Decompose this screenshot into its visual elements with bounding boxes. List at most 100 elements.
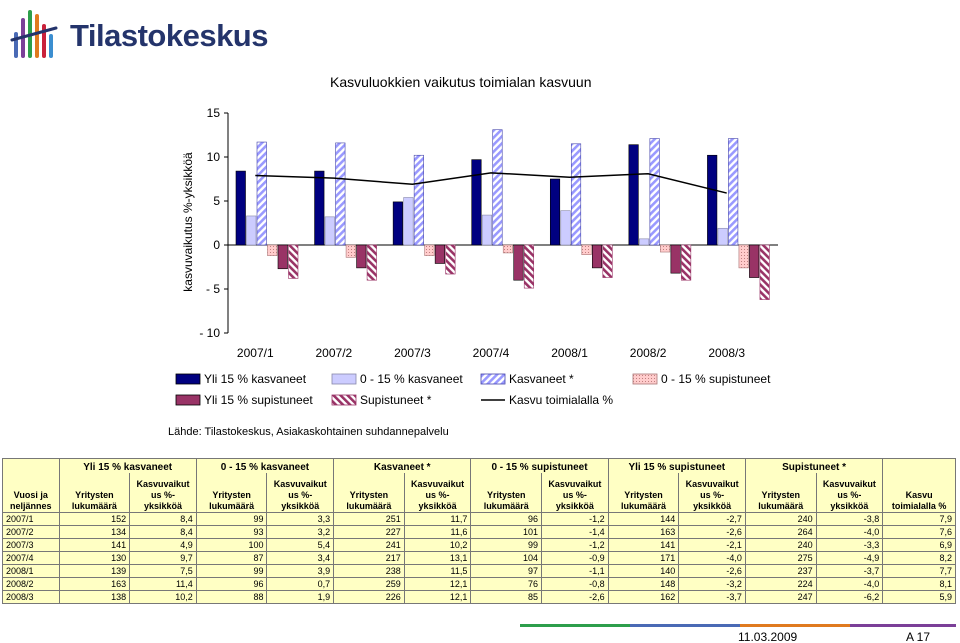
y-tick-label: - 5	[206, 282, 220, 296]
table-cell: -4,0	[815, 525, 884, 539]
legend-swatch	[175, 373, 201, 385]
footer-page-number: A 17	[906, 630, 931, 643]
bar-supistuneet	[288, 244, 299, 279]
bar-k0-15-kasvaneet	[403, 197, 414, 246]
bar-kasvaneet	[570, 143, 582, 246]
table-cell: -3,2	[678, 577, 746, 591]
table-cell: 251	[333, 512, 405, 526]
chart-line	[255, 172, 727, 194]
x-tick-label: 2008/3	[708, 346, 745, 360]
table-cell: 76	[470, 577, 543, 591]
bar-kasvaneet	[492, 129, 503, 246]
bar-supistuneet	[602, 244, 613, 278]
legend-label: 0 - 15 % kasvaneet	[360, 372, 463, 386]
table-cell: 5,9	[882, 590, 956, 604]
bar-supistuneet	[366, 244, 377, 281]
x-tick-label: 2007/1	[237, 346, 274, 360]
bar-yli15-kasvaneet	[707, 154, 718, 246]
table-cell: 8,1	[882, 577, 956, 591]
bar-k0-15-supistuneet	[738, 244, 749, 269]
y-tick-label: - 10	[199, 326, 220, 340]
legend-swatch	[175, 394, 201, 406]
table-cell: 134	[58, 525, 131, 539]
bar-yli15-supistuneet	[356, 244, 367, 269]
bar-yli15-supistuneet	[591, 244, 603, 269]
col-header-count: Yritysten lukumäärä	[470, 472, 543, 513]
col-header-effect: Kasvuvaikut us %-yksikköä	[815, 472, 884, 513]
footer-bar-green	[520, 624, 630, 627]
table-cell: 130	[58, 551, 131, 565]
table-cell: -1,2	[541, 512, 609, 526]
footer-bar-blue	[630, 624, 740, 627]
bar-yli15-kasvaneet	[471, 159, 482, 246]
table-cell: 139	[58, 564, 131, 578]
table-cell: -1,2	[541, 538, 609, 552]
group-header: Kasvaneet *	[333, 458, 472, 473]
table-cell: -4,0	[815, 577, 884, 591]
table-corner	[2, 458, 60, 473]
row-period: 2008/1	[2, 564, 60, 578]
data-table: Yli 15 % kasvaneet 0 - 15 % kasvaneet Ka…	[2, 458, 956, 604]
col-header-count: Yritysten lukumäärä	[744, 472, 817, 513]
row-period: 2007/1	[2, 512, 60, 526]
table-cell: 93	[195, 525, 268, 539]
footer-bar-purple	[850, 624, 956, 627]
bar-k0-15-kasvaneet	[481, 214, 493, 246]
row-period: 2007/4	[2, 551, 60, 565]
legend-label: Yli 15 % kasvaneet	[204, 372, 307, 386]
table-cell: 163	[58, 577, 131, 591]
table-cell: 100	[195, 538, 268, 552]
legend-swatch	[331, 394, 357, 406]
bar-yli15-supistuneet	[749, 244, 760, 278]
row-period: 2007/2	[2, 525, 60, 539]
table-cell: 141	[607, 538, 680, 552]
col-header-count: Yritysten lukumäärä	[195, 472, 268, 513]
table-cell: 99	[195, 564, 268, 578]
table-cell: 10,2	[403, 538, 472, 552]
x-tick-label: 2008/2	[630, 346, 667, 360]
bar-yli15-kasvaneet	[392, 201, 403, 246]
table-cell: 5,4	[266, 538, 335, 552]
table-row: 2008/1 139 7,5 99 3,9 238 11,5 97 -1,1 140 -2,6 237…	[2, 564, 956, 578]
bar-k0-15-supistuneet	[345, 244, 356, 258]
table-cell: 1,9	[266, 590, 335, 604]
col-header-effect: Kasvuvaikut us %-yksikköä	[541, 472, 609, 513]
table-row: 2007/2 134 8,4 93 3,2 227 11,6 101 -1,4 163 -2,6 26…	[2, 525, 956, 539]
table-cell: -4,0	[678, 551, 746, 565]
bar-k0-15-kasvaneet	[246, 215, 257, 246]
table-cell: 7,7	[882, 564, 956, 578]
bar-k0-15-supistuneet	[660, 244, 671, 253]
table-cell: -2,6	[678, 525, 746, 539]
table-cell: -3,3	[815, 538, 884, 552]
legend-label: Supistuneet *	[360, 393, 432, 407]
table-cell: -0,9	[541, 551, 609, 565]
table-cell: 12,1	[403, 577, 472, 591]
y-tick-label: 15	[207, 106, 221, 120]
bar-yli15-supistuneet	[434, 244, 445, 264]
brand-logo: Tilastokeskus	[8, 6, 278, 62]
table-corner	[882, 458, 956, 473]
table-cell: 8,2	[882, 551, 956, 565]
y-tick-label: 0	[213, 238, 220, 252]
row-period: 2008/2	[2, 577, 60, 591]
table-cell: 240	[744, 512, 817, 526]
table-cell: 259	[333, 577, 405, 591]
table-cell: 4,9	[129, 538, 197, 552]
table-cell: 3,3	[266, 512, 335, 526]
legend-swatch	[632, 373, 658, 385]
table-cell: -1,1	[541, 564, 609, 578]
table-cell: 99	[195, 512, 268, 526]
bar-kasvaneet	[335, 142, 346, 246]
table-cell: 0,7	[266, 577, 335, 591]
legend-label: Yli 15 % supistuneet	[204, 393, 313, 407]
bar-k0-15-kasvaneet	[717, 227, 728, 246]
table-cell: 141	[58, 538, 131, 552]
col-header-count: Yritysten lukumäärä	[333, 472, 405, 513]
table-row: 2007/4 130 9,7 87 3,4 217 13,1 104 -0,9 171 -4,0 27…	[2, 551, 956, 565]
bar-k0-15-supistuneet	[267, 244, 278, 256]
table-cell: -2,1	[678, 538, 746, 552]
footer-date: 11.03.2009	[738, 630, 798, 643]
table-cell: 3,2	[266, 525, 335, 539]
col-header-total: Kasvu toimialalla %	[882, 472, 956, 513]
col-header-effect: Kasvuvaikut us %-yksikköä	[129, 472, 197, 513]
